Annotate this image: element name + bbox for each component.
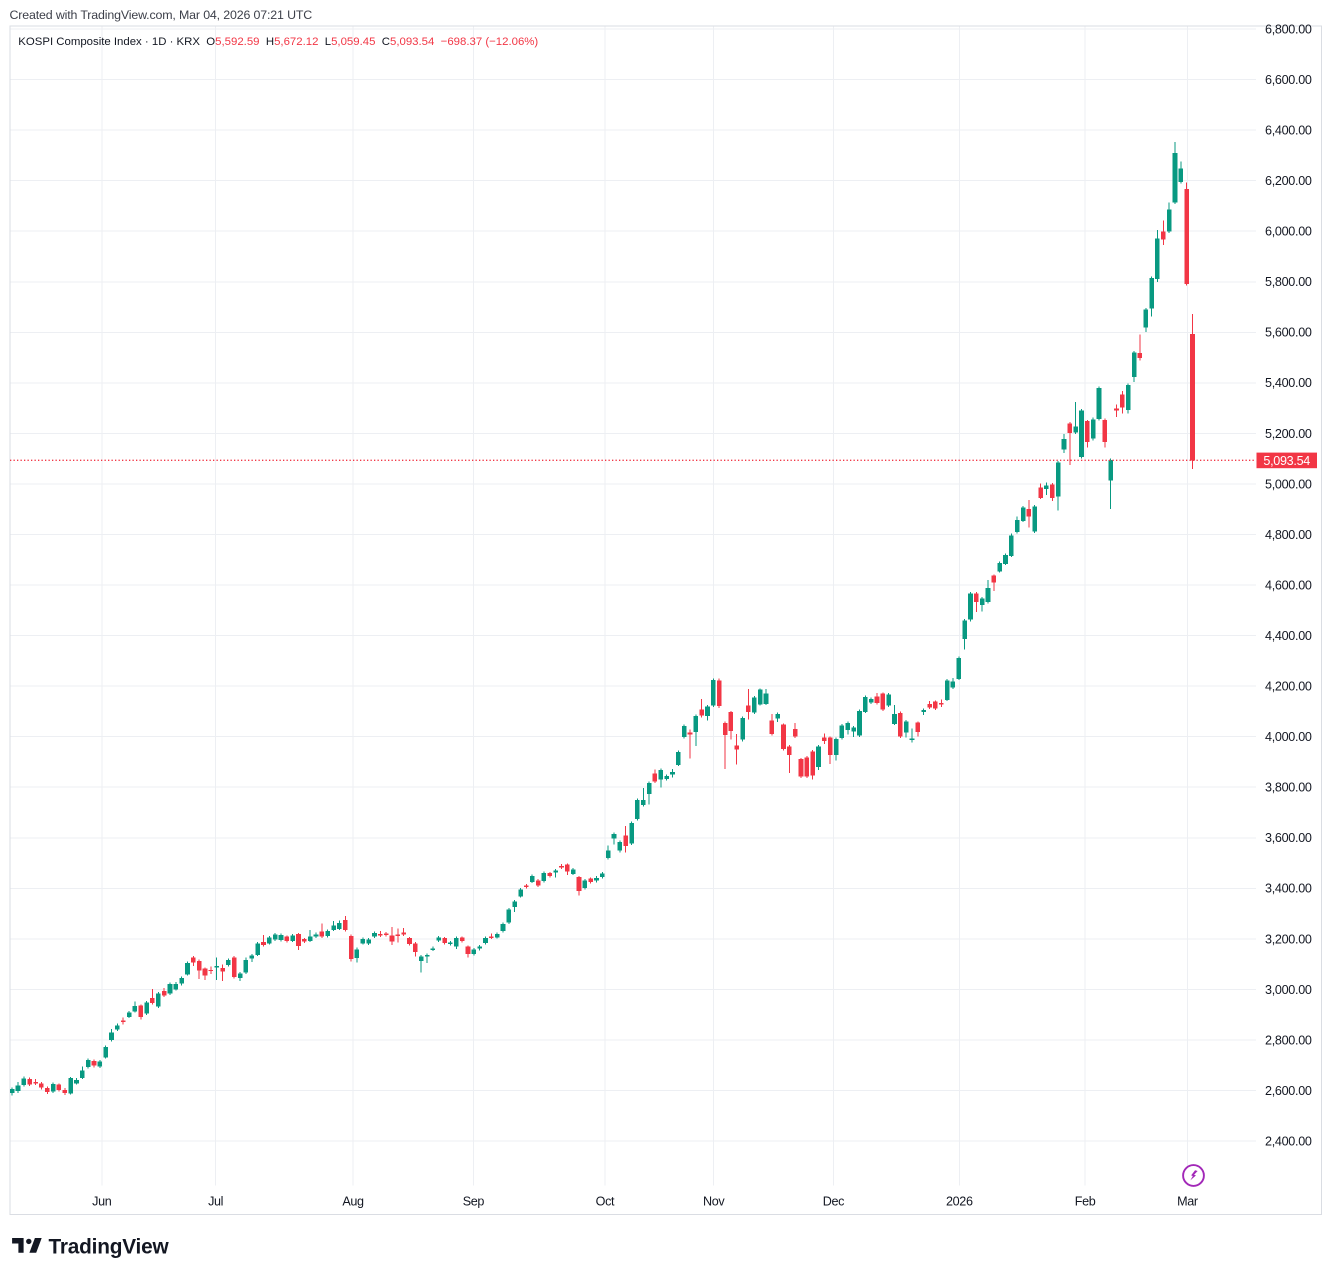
svg-text:Mar: Mar	[1177, 1195, 1198, 1209]
svg-text:4,400.00: 4,400.00	[1265, 629, 1312, 643]
svg-text:3,600.00: 3,600.00	[1265, 831, 1312, 845]
svg-text:6,200.00: 6,200.00	[1265, 174, 1312, 188]
svg-text:Sep: Sep	[463, 1195, 485, 1209]
svg-text:TradingView: TradingView	[49, 1235, 170, 1258]
svg-text:3,000.00: 3,000.00	[1265, 983, 1312, 997]
svg-text:2,800.00: 2,800.00	[1265, 1033, 1312, 1047]
svg-text:5,000.00: 5,000.00	[1265, 477, 1312, 491]
svg-text:4,600.00: 4,600.00	[1265, 578, 1312, 592]
svg-text:5,400.00: 5,400.00	[1265, 376, 1312, 390]
svg-text:Nov: Nov	[703, 1195, 725, 1209]
svg-text:5,093.54: 5,093.54	[1263, 454, 1310, 468]
svg-text:5,200.00: 5,200.00	[1265, 427, 1312, 441]
svg-text:Aug: Aug	[342, 1195, 364, 1209]
svg-text:4,000.00: 4,000.00	[1265, 730, 1312, 744]
svg-text:3,400.00: 3,400.00	[1265, 882, 1312, 896]
svg-text:2,400.00: 2,400.00	[1265, 1135, 1312, 1149]
svg-text:3,800.00: 3,800.00	[1265, 781, 1312, 795]
svg-text:Dec: Dec	[823, 1195, 844, 1209]
svg-text:6,000.00: 6,000.00	[1265, 225, 1312, 239]
svg-text:Jun: Jun	[92, 1195, 112, 1209]
svg-text:Oct: Oct	[596, 1195, 615, 1209]
svg-text:5,600.00: 5,600.00	[1265, 326, 1312, 340]
svg-text:6,400.00: 6,400.00	[1265, 124, 1312, 138]
svg-text:Created with TradingView.com,: Created with TradingView.com, Mar 04, 20…	[10, 8, 313, 22]
svg-text:2,600.00: 2,600.00	[1265, 1084, 1312, 1098]
svg-text:6,600.00: 6,600.00	[1265, 73, 1312, 87]
svg-text:6,800.00: 6,800.00	[1265, 22, 1312, 36]
svg-text:KOSPI Composite Index · 1D · K: KOSPI Composite Index · 1D · KRX O5,592.…	[18, 36, 538, 48]
svg-text:5,800.00: 5,800.00	[1265, 275, 1312, 289]
svg-text:2026: 2026	[946, 1195, 973, 1209]
svg-text:4,200.00: 4,200.00	[1265, 680, 1312, 694]
svg-text:Feb: Feb	[1075, 1195, 1096, 1209]
svg-text:3,200.00: 3,200.00	[1265, 932, 1312, 946]
svg-text:4,800.00: 4,800.00	[1265, 528, 1312, 542]
svg-text:Jul: Jul	[208, 1195, 223, 1209]
